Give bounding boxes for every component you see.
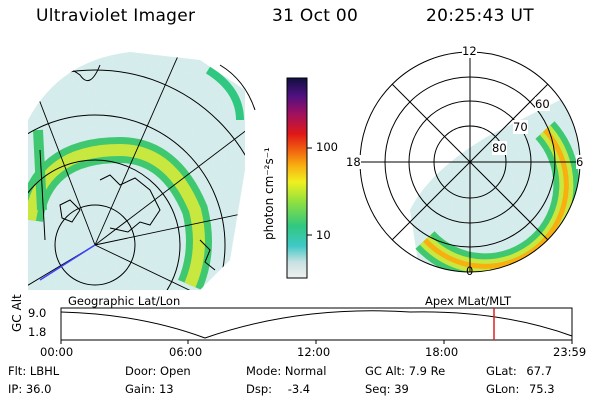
xtick-2359: 23:59 bbox=[553, 345, 587, 359]
gc-alt-info: GC Alt: 7.9 Re bbox=[365, 364, 446, 378]
mlt-label-12: 12 bbox=[462, 44, 477, 58]
gc-alt-ylabel: GC Alt bbox=[10, 294, 24, 332]
xtick-0600: 06:00 bbox=[169, 345, 203, 359]
dsp-info: Dsp: -3.4 bbox=[246, 382, 311, 396]
ytick-9: 9.0 bbox=[28, 306, 47, 320]
mlt-label-18: 18 bbox=[346, 155, 361, 169]
xtick-1200: 12:00 bbox=[297, 345, 331, 359]
date-label: 31 Oct 00 bbox=[272, 6, 359, 26]
colorbar-unit-label: photon cm⁻²s⁻¹ bbox=[262, 147, 276, 240]
xtick-0000: 00:00 bbox=[40, 345, 74, 359]
ip-info: IP: 36.0 bbox=[8, 382, 52, 396]
colorbar bbox=[286, 77, 308, 279]
apex-label: Apex MLat/MLT bbox=[425, 294, 512, 308]
mlt-label-6: 6 bbox=[576, 155, 584, 169]
colorbar-tick-100: 100 bbox=[316, 140, 338, 154]
mlat-label-60: 60 bbox=[535, 97, 550, 111]
mlat-label-80: 80 bbox=[492, 141, 507, 155]
xtick-1800: 18:00 bbox=[425, 345, 459, 359]
ytick-1-8: 1.8 bbox=[28, 325, 47, 339]
altitude-timeline bbox=[60, 307, 573, 344]
seq-info: Seq: 39 bbox=[365, 382, 409, 396]
app-title: Ultraviolet Imager bbox=[36, 6, 196, 26]
geographic-image bbox=[28, 52, 245, 290]
door-info: Door: Open bbox=[125, 364, 191, 378]
glat-info: GLat: 67.7 bbox=[486, 364, 553, 378]
gain-info: Gain: 13 bbox=[125, 382, 174, 396]
glon-info: GLon: 75.3 bbox=[486, 382, 555, 396]
mode-info: Mode: Normal bbox=[246, 364, 327, 378]
colorbar-tick-10: 10 bbox=[316, 228, 331, 242]
geographic-label: Geographic Lat/Lon bbox=[68, 294, 181, 308]
flt-info: Flt: LBHL bbox=[8, 364, 60, 378]
mlat-label-70: 70 bbox=[513, 120, 528, 134]
mlt-label-0: 0 bbox=[466, 264, 474, 278]
polar-image bbox=[359, 51, 581, 273]
time-label: 20:25:43 UT bbox=[426, 6, 534, 26]
